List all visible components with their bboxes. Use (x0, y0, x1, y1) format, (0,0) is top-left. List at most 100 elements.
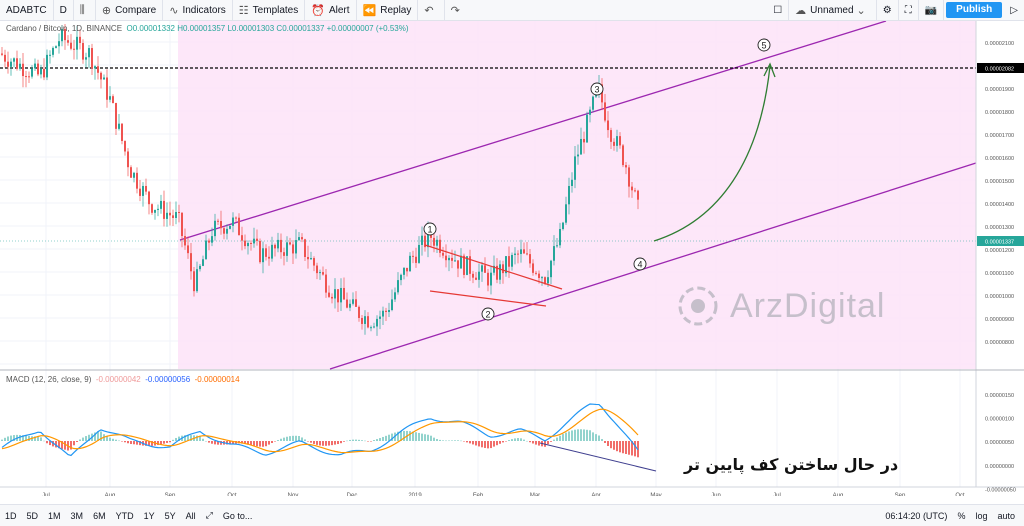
candle-body (211, 236, 213, 243)
publish-button[interactable]: Publish (946, 2, 1003, 18)
wave-label: 2 (485, 310, 490, 320)
macd-histogram-bar (283, 437, 285, 441)
wave-label: 3 (594, 85, 599, 95)
price-axis-tick-label: 0.00001800 (985, 110, 1014, 116)
compare-button[interactable]: ⊕ Compare (96, 0, 164, 20)
macd-histogram-bar (634, 441, 636, 457)
goto-button[interactable]: Go to... (222, 510, 253, 521)
macd-histogram-bar (385, 435, 387, 441)
symbol-search[interactable]: ADABTC (0, 0, 54, 20)
candle-body (226, 228, 228, 234)
candle-body (394, 292, 396, 300)
candle-body (214, 220, 216, 237)
snapshot-button[interactable]: 📷 (919, 0, 945, 20)
templates-button[interactable]: ☷ Templates (233, 0, 306, 20)
candle-body (451, 257, 453, 261)
macd-histogram-bar (475, 441, 477, 446)
candle-body (301, 237, 303, 240)
candle-body (136, 172, 138, 189)
candle-body (547, 277, 549, 284)
candle-body (262, 248, 264, 263)
interval-button[interactable]: D (54, 0, 74, 20)
macd-histogram-bar (382, 436, 384, 441)
range-3m[interactable]: 3M (70, 510, 84, 521)
macd-histogram-bar (523, 439, 525, 441)
candle-body (574, 156, 576, 180)
range-1y[interactable]: 1Y (143, 510, 155, 521)
candle-body (148, 191, 150, 205)
candle-body (352, 299, 354, 304)
candle-body (400, 274, 402, 281)
range-5d[interactable]: 5D (26, 510, 39, 521)
candle-body (493, 265, 495, 273)
auto-toggle[interactable]: auto (997, 510, 1015, 521)
candle-body (559, 229, 561, 246)
percent-toggle[interactable]: % (957, 510, 966, 521)
legend-symbol-name: Cardano / Bitcoin, 1D, BINANCE (6, 24, 123, 33)
candle-body (634, 190, 636, 192)
macd-histogram-bar (124, 441, 126, 443)
log-toggle[interactable]: log (975, 510, 988, 521)
candle-body (487, 272, 489, 286)
macd-line-value: -0.00000056 (145, 375, 191, 384)
macd-histogram-bar (433, 437, 435, 441)
candle-body (454, 260, 456, 262)
redo-button[interactable]: ↷ (445, 0, 470, 20)
macd-histogram-bar (268, 441, 270, 445)
macd-histogram-bar (7, 436, 9, 441)
candle-body (481, 265, 483, 272)
macd-histogram-bar (40, 437, 42, 441)
macd-histogram-bar (490, 441, 492, 449)
watermark-text: ArzDigital (730, 286, 886, 325)
candle-body (46, 54, 48, 78)
candle-body (499, 264, 501, 280)
range-5y[interactable]: 5Y (164, 510, 176, 521)
macd-histogram-bar (145, 441, 147, 446)
macd-histogram-bar (85, 436, 87, 441)
macd-histogram-bar (592, 432, 594, 441)
range-6m[interactable]: 6M (93, 510, 106, 521)
time-axis-tick-label: Oct (227, 493, 237, 496)
macd-histogram-bar (244, 441, 246, 445)
range-1d[interactable]: 1D (5, 510, 17, 521)
candle-body (271, 244, 273, 259)
macd-divergence-line (539, 442, 657, 472)
macd-histogram-bar (517, 438, 519, 441)
range-ytd[interactable]: YTD (115, 510, 134, 521)
macd-histogram-bar (607, 441, 609, 446)
price-chart[interactable]: 123450.000021000.000020000.000019000.000… (0, 21, 1024, 496)
macd-histogram-bar (364, 440, 366, 442)
checkbox-toggle[interactable]: ☐ (767, 0, 790, 20)
candle-body (274, 244, 276, 249)
alert-button[interactable]: ⏰ Alert (305, 0, 357, 20)
range-all[interactable]: All (185, 510, 196, 521)
macd-histogram-bar (421, 433, 423, 441)
macd-axis-tick-label: 0.00000100 (985, 417, 1014, 423)
settings-button[interactable]: ⚙ (877, 0, 899, 20)
macd-histogram-bar (313, 441, 315, 444)
layout-button[interactable]: ☁ Unnamed ⌄ (789, 0, 877, 20)
macd-histogram-bar (139, 441, 141, 446)
macd-histogram-bar (130, 441, 132, 445)
candle-body (628, 167, 630, 187)
macd-histogram-bar (610, 441, 612, 449)
macd-histogram-bar (232, 441, 234, 444)
candle-body (103, 77, 105, 80)
candle-body (4, 54, 6, 62)
date-range-icon[interactable]: ⤢ (205, 510, 213, 520)
chart-style-button[interactable]: ⫼ (74, 0, 96, 20)
undo-button[interactable]: ↶ (418, 0, 445, 20)
macd-histogram-bar (319, 441, 321, 446)
replay-button[interactable]: ⏪ Replay (357, 0, 419, 20)
macd-histogram-bar (127, 441, 129, 444)
play-button[interactable]: ▷ (1004, 0, 1024, 20)
macd-histogram-bar (253, 441, 255, 446)
candle-body (502, 264, 504, 274)
range-1m[interactable]: 1M (48, 510, 61, 521)
time-axis-tick-label: May (650, 493, 661, 496)
macd-histogram-bar (487, 441, 489, 449)
price-axis-tick-label: 0.00001300 (985, 225, 1014, 231)
indicators-button[interactable]: ∿ Indicators (163, 0, 233, 20)
fullscreen-button[interactable]: ⛶ (899, 0, 919, 20)
macd-histogram-bar (418, 432, 420, 441)
